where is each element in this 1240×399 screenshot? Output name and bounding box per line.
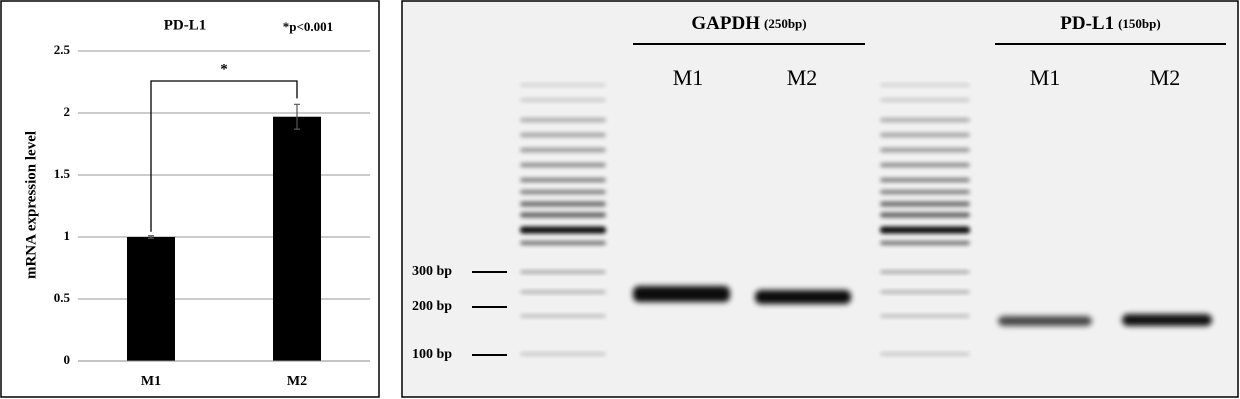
ladder-band — [880, 241, 970, 245]
ladder-band — [520, 118, 606, 122]
ladder-band — [880, 226, 970, 234]
ladder-band — [520, 226, 606, 234]
y-axis-label: mRNA expression level — [23, 131, 39, 279]
bar — [273, 116, 321, 361]
gel-band — [633, 286, 730, 302]
ladder-band — [520, 163, 606, 167]
error-bar — [294, 103, 300, 130]
ladder-band — [880, 83, 970, 87]
lane-label: M1 — [673, 65, 704, 90]
ladder-band — [520, 290, 606, 294]
ladder-band — [880, 270, 970, 274]
ladder-band — [880, 148, 970, 152]
gel-size: (150bp) — [1118, 16, 1161, 31]
error-bar — [148, 235, 154, 239]
y-tick-label: 1.5 — [54, 166, 71, 181]
ladder-band — [520, 148, 606, 152]
y-tick-label: 0 — [64, 352, 71, 367]
ladder-band — [880, 133, 970, 137]
marker-label: 200 bp — [412, 299, 452, 314]
lane-label: M1 — [1030, 65, 1061, 90]
ladder-band — [520, 201, 606, 207]
chart-panel — [0, 0, 380, 398]
lane-label: M2 — [787, 65, 818, 90]
marker-label: 300 bp — [412, 264, 452, 279]
ladder-band — [880, 314, 970, 318]
bar — [127, 237, 175, 361]
lane-label: M2 — [1150, 65, 1181, 90]
ladder-band — [880, 163, 970, 167]
y-tick-label: 0.5 — [54, 290, 71, 305]
ladder-band — [520, 98, 606, 102]
x-tick-label: M1 — [141, 374, 161, 389]
gel-panel — [401, 0, 1239, 398]
ladder-band — [520, 241, 606, 245]
gel-size: (250bp) — [764, 16, 807, 31]
gel-target: GAPDH — [691, 13, 760, 34]
y-tick-label: 2.5 — [54, 42, 71, 57]
annotation: *p<0.001 — [283, 19, 333, 34]
gel-band — [755, 290, 851, 304]
gel-heading: PD-L1 (150bp) — [1060, 13, 1160, 34]
ladder-band — [880, 290, 970, 294]
ladder-band — [880, 178, 970, 182]
ladder-band — [880, 212, 970, 218]
ladder-band — [880, 352, 970, 356]
gel: GAPDH (250bp) M1 M2 PD-L1 (150bp) M1 M2 300 bp 20… — [412, 13, 1226, 362]
significance-star: * — [220, 61, 228, 77]
gel-heading: GAPDH (250bp) — [691, 13, 806, 34]
gel-band — [1122, 314, 1212, 326]
ladder-band — [880, 190, 970, 194]
ladder-band — [520, 212, 606, 218]
marker-label: 100 bp — [412, 347, 452, 362]
gel-band — [998, 316, 1092, 326]
y-tick-label: 1 — [64, 228, 71, 243]
ladder-band — [520, 178, 606, 182]
ladder-band — [520, 83, 606, 87]
ladder-band — [520, 270, 606, 274]
chart-title: PD-L1 — [164, 17, 207, 33]
ladder-band — [880, 201, 970, 207]
ladder-band — [520, 314, 606, 318]
ladder-band — [520, 352, 606, 356]
y-tick-label: 2 — [64, 104, 71, 119]
gel-target: PD-L1 — [1060, 13, 1114, 34]
significance-bracket — [150, 80, 298, 232]
ladder-band — [880, 98, 970, 102]
ladder-band — [880, 118, 970, 122]
x-tick-label: M2 — [287, 374, 307, 389]
ladder-band — [520, 190, 606, 194]
ladder-band — [520, 133, 606, 137]
